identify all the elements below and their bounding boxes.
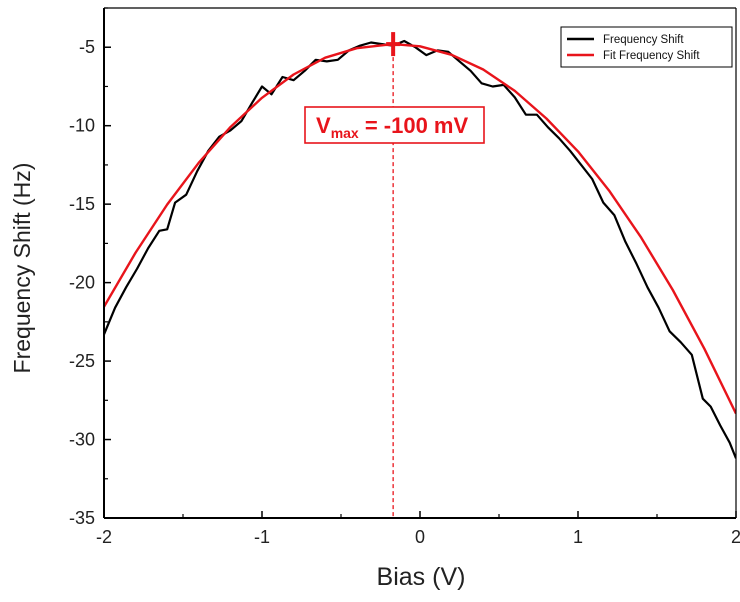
y-tick-label: -25 [69, 351, 95, 371]
series-line-frequency-shift [104, 39, 736, 459]
y-tick-label: -30 [69, 430, 95, 450]
y-tick-label: -35 [69, 508, 95, 528]
y-tick-label: -5 [79, 37, 95, 57]
legend-label: Fit Frequency Shift [603, 50, 700, 62]
legend-box [560, 26, 733, 68]
x-tick-label: 0 [415, 527, 425, 547]
x-tick-label: -2 [96, 527, 112, 547]
vmax-label: Vmax = -100 mV [316, 113, 468, 141]
x-axis-label: Bias (V) [377, 563, 466, 591]
x-tick-label: -1 [254, 527, 270, 547]
series-line-fit-frequency-shift [104, 42, 736, 415]
y-tick-label: -15 [69, 194, 95, 214]
legend-label: Frequency Shift [603, 34, 684, 46]
y-tick-label: -10 [69, 116, 95, 136]
vmax-label-box [304, 106, 485, 144]
x-tick-label: 2 [731, 527, 740, 547]
y-tick-label: -20 [69, 273, 95, 293]
y-axis-label: Frequency Shift (Hz) [9, 163, 35, 374]
x-tick-label: 1 [573, 527, 583, 547]
